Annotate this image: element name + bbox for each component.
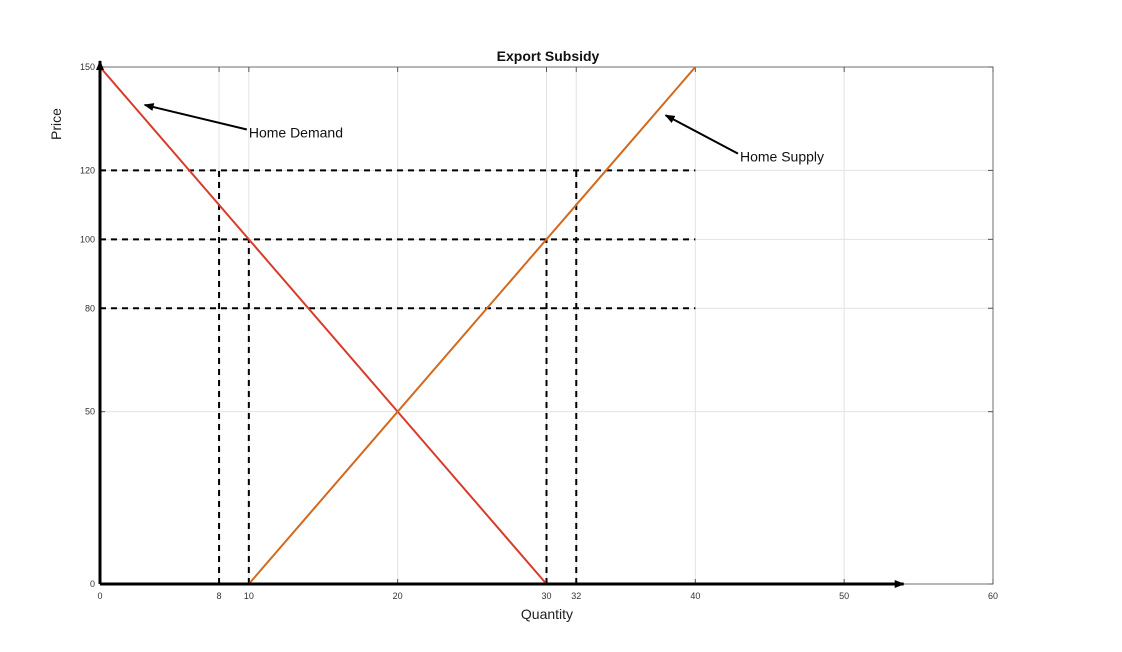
y-axis-label: Price [48, 108, 64, 140]
x-tick-label: 32 [571, 591, 581, 601]
y-tick-label: 80 [85, 303, 95, 313]
home-supply-arrow [664, 114, 739, 155]
x-tick-label: 20 [393, 591, 403, 601]
y-tick-label: 120 [80, 165, 95, 175]
chart-title: Export Subsidy [497, 48, 600, 64]
x-tick-label: 50 [839, 591, 849, 601]
x-tick-label: 60 [988, 591, 998, 601]
x-tick-label: 40 [690, 591, 700, 601]
home-demand-annotation: Home Demand [249, 124, 343, 140]
x-tick-label: 10 [244, 591, 254, 601]
y-tick-labels: 0 50 80 100 120 150 [80, 62, 95, 589]
x-tick-label: 8 [217, 591, 222, 601]
y-tick-label: 100 [80, 234, 95, 244]
home-demand-line [99, 66, 548, 585]
y-tick-label: 50 [85, 407, 95, 417]
y-tick-label: 0 [90, 579, 95, 589]
home-demand-arrow [143, 103, 248, 131]
home-supply-line [248, 66, 697, 585]
annotations: Home Demand Home Supply [143, 103, 824, 165]
x-tick-labels: 0 8 10 20 30 32 40 50 60 [97, 591, 998, 601]
y-tick-label: 150 [80, 62, 95, 72]
reference-lines [100, 169, 696, 584]
series-lines [99, 66, 697, 585]
x-tick-label: 0 [97, 591, 102, 601]
home-supply-annotation: Home Supply [740, 149, 824, 165]
x-tick-label: 30 [541, 591, 551, 601]
axis-arrows [96, 60, 905, 588]
x-axis-label: Quantity [521, 606, 573, 622]
